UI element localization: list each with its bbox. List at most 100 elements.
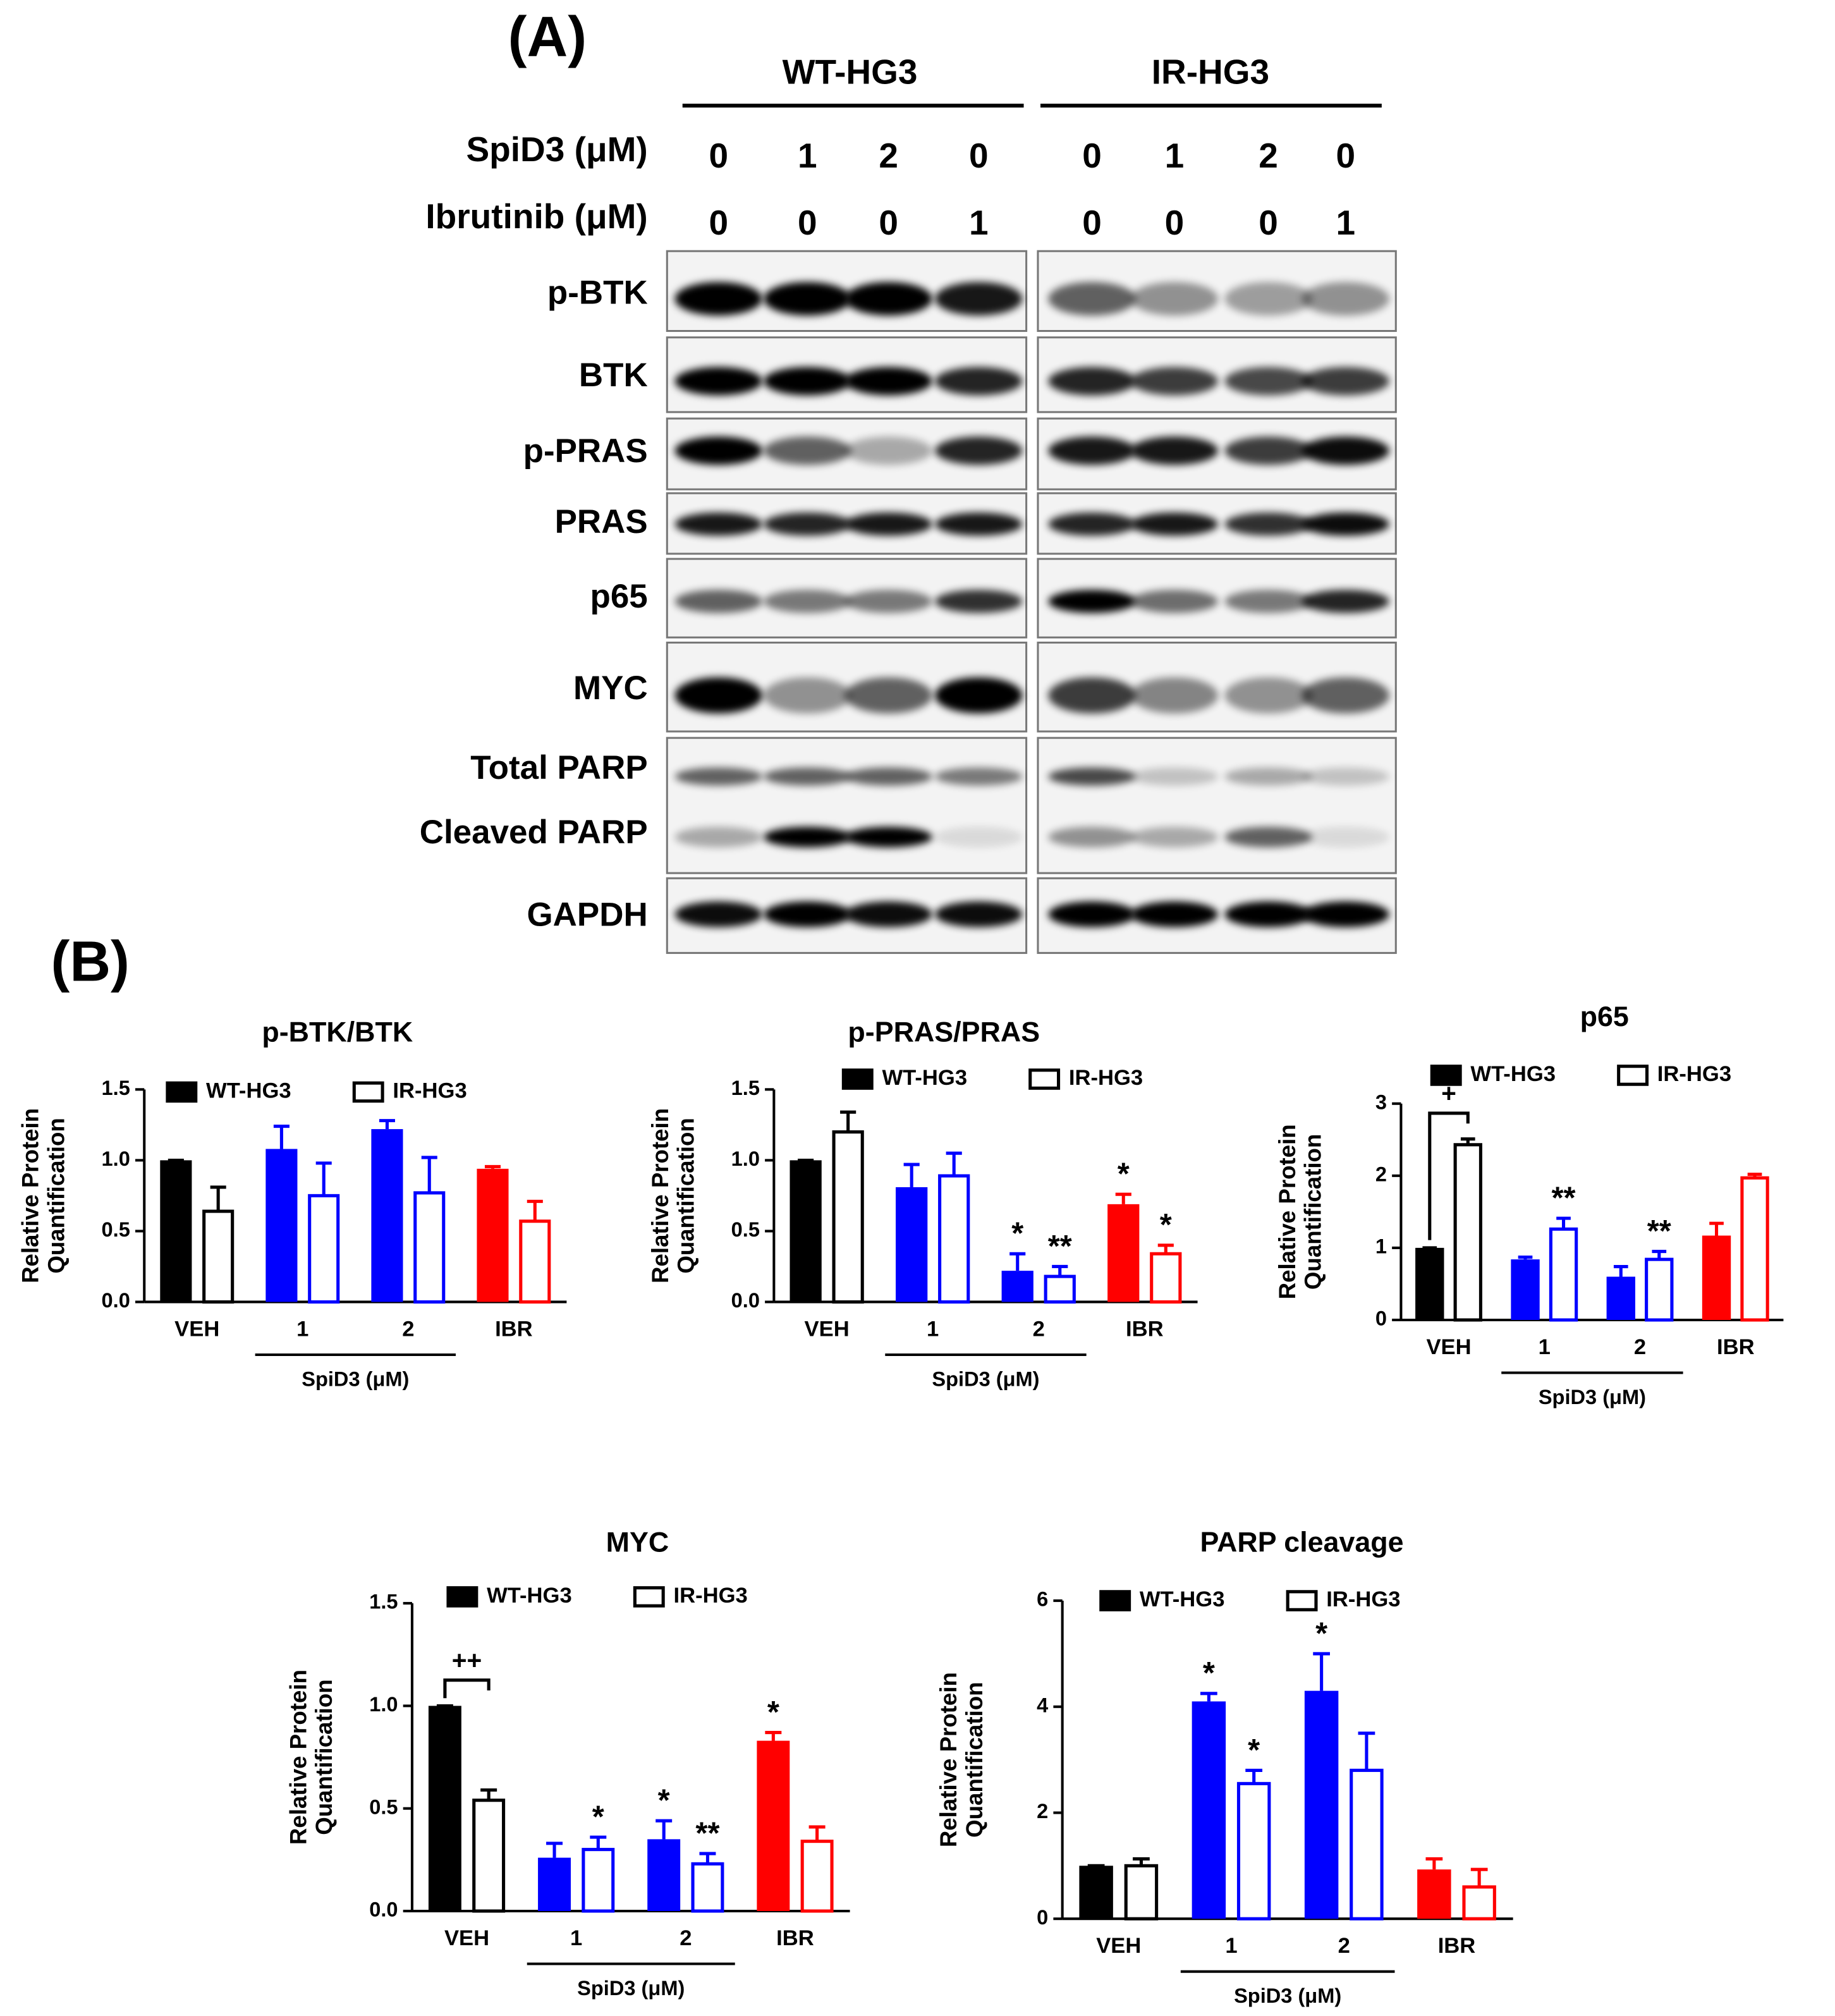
bar bbox=[582, 1848, 615, 1913]
group-label: IR-HG3 bbox=[1152, 52, 1269, 92]
band bbox=[935, 589, 1023, 613]
dose: 2 bbox=[1259, 136, 1278, 175]
bar bbox=[691, 1862, 724, 1913]
significance: * bbox=[1160, 1208, 1172, 1242]
band bbox=[844, 367, 932, 396]
significance: ** bbox=[695, 1816, 719, 1850]
blot-label: p-BTK bbox=[547, 274, 648, 311]
band bbox=[844, 767, 932, 786]
band bbox=[764, 436, 851, 465]
y-axis-label: Relative Protein bbox=[285, 1670, 311, 1845]
band bbox=[844, 282, 932, 316]
bar bbox=[1304, 1690, 1339, 1919]
band bbox=[935, 826, 1023, 848]
bar bbox=[371, 1129, 403, 1302]
y-tick-label: 0.5 bbox=[102, 1218, 130, 1241]
y-tick-label: 3 bbox=[1375, 1090, 1387, 1113]
band bbox=[844, 436, 932, 465]
x-tick-label: 1 bbox=[927, 1317, 939, 1341]
bracket-label: ++ bbox=[452, 1646, 482, 1675]
bar bbox=[1549, 1227, 1578, 1322]
band bbox=[1130, 826, 1219, 848]
band bbox=[1048, 589, 1136, 613]
bar bbox=[789, 1160, 822, 1302]
x-tick-label: IBR bbox=[1438, 1934, 1476, 1958]
bar bbox=[413, 1191, 446, 1304]
band bbox=[1130, 901, 1219, 927]
band bbox=[1130, 282, 1219, 316]
group-label: SpiD3 (μM) bbox=[1539, 1385, 1646, 1408]
significance: * bbox=[1118, 1158, 1130, 1192]
band bbox=[935, 512, 1023, 536]
significance: * bbox=[1315, 1616, 1327, 1651]
y-tick-label: 2 bbox=[1375, 1162, 1387, 1185]
x-tick-label: VEH bbox=[444, 1926, 489, 1950]
x-tick-label: 1 bbox=[1539, 1335, 1551, 1359]
x-tick-label: 2 bbox=[1338, 1934, 1350, 1958]
blot-label: PRAS bbox=[555, 503, 648, 541]
band bbox=[935, 367, 1023, 396]
legend-label: IR-HG3 bbox=[1069, 1066, 1143, 1090]
band bbox=[1302, 367, 1390, 396]
y-axis-label: Quantification bbox=[43, 1118, 69, 1273]
bar bbox=[1417, 1869, 1451, 1919]
legend-label: WT-HG3 bbox=[882, 1066, 967, 1090]
legend-label: IR-HG3 bbox=[1326, 1587, 1400, 1611]
significance: ** bbox=[1048, 1230, 1072, 1264]
bar bbox=[477, 1168, 509, 1302]
band bbox=[844, 826, 932, 848]
dose: 0 bbox=[1082, 136, 1102, 175]
band bbox=[1048, 767, 1136, 786]
significance: * bbox=[658, 1784, 670, 1818]
treatment-label: SpiD3 (μM) bbox=[466, 130, 647, 169]
band bbox=[764, 512, 851, 536]
band bbox=[1224, 901, 1312, 927]
band bbox=[1302, 436, 1390, 465]
y-tick-label: 2 bbox=[1037, 1799, 1048, 1823]
significance: * bbox=[767, 1695, 779, 1730]
y-tick-label: 4 bbox=[1037, 1693, 1048, 1716]
band bbox=[764, 767, 851, 786]
y-tick-label: 6 bbox=[1037, 1587, 1048, 1611]
band bbox=[1302, 512, 1390, 536]
bar bbox=[1001, 1271, 1033, 1302]
y-tick-label: 1 bbox=[1375, 1235, 1387, 1258]
y-axis-label: Quantification bbox=[1300, 1134, 1326, 1290]
group-label: SpiD3 (μM) bbox=[577, 1976, 685, 2000]
y-tick-label: 0 bbox=[1375, 1307, 1387, 1330]
legend-swatch bbox=[166, 1081, 198, 1103]
blot-label: BTK bbox=[579, 357, 648, 394]
band bbox=[1130, 367, 1219, 396]
y-axis-label: Quantification bbox=[961, 1682, 987, 1837]
band bbox=[674, 282, 763, 316]
significance: * bbox=[1011, 1217, 1023, 1251]
dose: 1 bbox=[1165, 136, 1185, 175]
chart-title: PARP cleavage bbox=[1200, 1526, 1404, 1558]
band bbox=[1048, 367, 1136, 396]
band bbox=[844, 589, 932, 613]
y-tick-label: 0.0 bbox=[102, 1288, 130, 1312]
legend-label: WT-HG3 bbox=[1140, 1587, 1225, 1611]
bar bbox=[1462, 1885, 1496, 1921]
band bbox=[1224, 826, 1312, 848]
band bbox=[674, 901, 763, 927]
legend-swatch bbox=[1286, 1590, 1318, 1611]
band bbox=[1224, 436, 1312, 465]
dose: 0 bbox=[709, 136, 728, 175]
band bbox=[844, 677, 932, 714]
legend-label: IR-HG3 bbox=[673, 1584, 747, 1608]
y-axis-label: Relative Protein bbox=[1274, 1124, 1300, 1299]
bar bbox=[1079, 1866, 1113, 1919]
band bbox=[1130, 767, 1219, 786]
band bbox=[674, 512, 763, 536]
significance: ** bbox=[1647, 1214, 1671, 1249]
band bbox=[1302, 589, 1390, 613]
bar bbox=[202, 1209, 235, 1304]
bar bbox=[1606, 1276, 1635, 1320]
band bbox=[844, 901, 932, 927]
dose: 0 bbox=[1259, 203, 1278, 242]
bar bbox=[1236, 1781, 1271, 1921]
bar bbox=[757, 1740, 790, 1911]
